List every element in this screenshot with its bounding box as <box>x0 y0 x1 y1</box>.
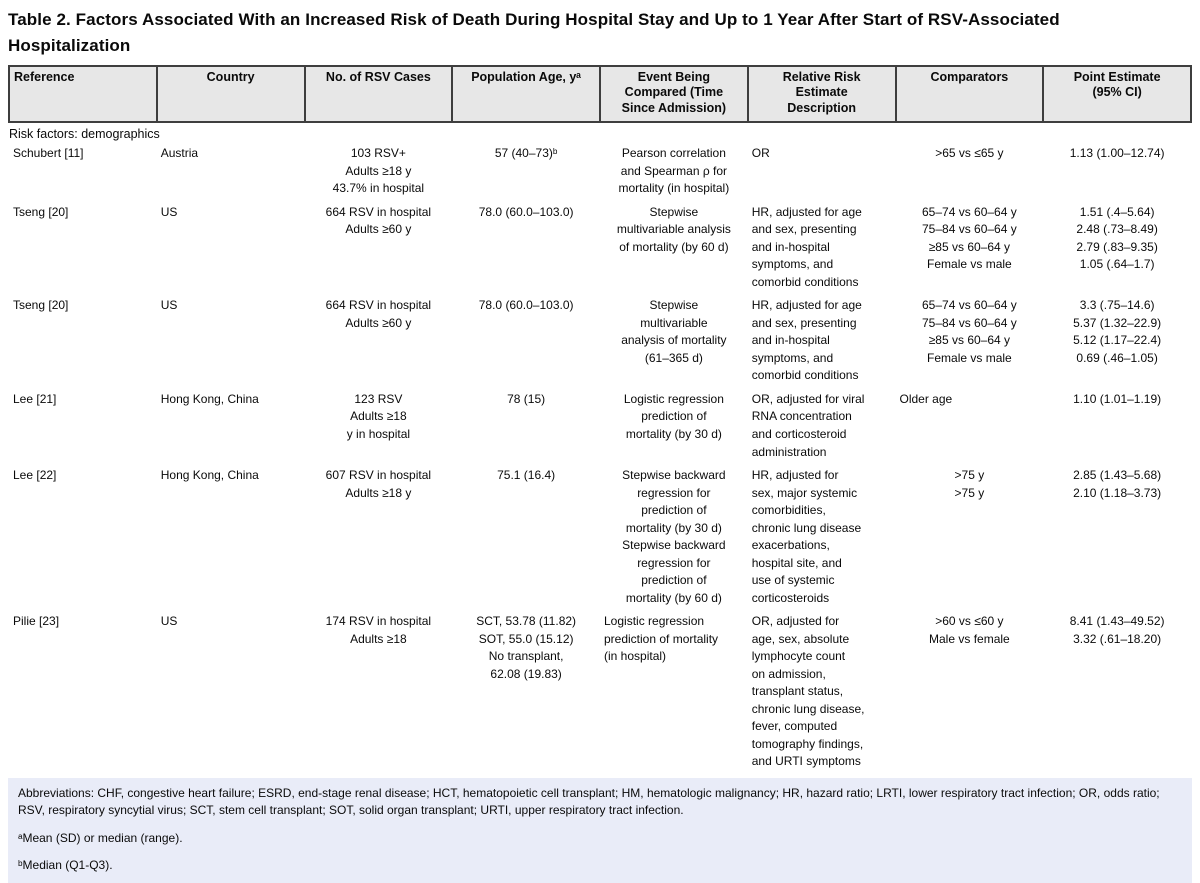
cell-comparators: 65–74 vs 60–64 y 75–84 vs 60–64 y ≥85 vs… <box>922 204 1017 272</box>
col-header-comparators: Comparators <box>894 65 1045 123</box>
cell-comparators: >65 vs ≤65 y <box>935 146 1004 161</box>
cell-estimate-description: HR, adjusted for sex, major systemic com… <box>751 468 862 605</box>
cell-estimate-description: OR <box>751 146 770 161</box>
table-row-lee-22: Lee [22] Hong Kong, China 607 RSV in hos… <box>9 466 1191 612</box>
table-footer: Abbreviations: CHF, congestive heart fai… <box>8 777 1192 883</box>
cell-country: US <box>160 298 178 313</box>
cell-rsv-cases: 174 RSV in hospital Adults ≥18 <box>325 614 432 646</box>
cell-point-estimate: 8.41 (1.43–49.52) 3.32 (.61–18.20) <box>1069 614 1165 646</box>
cell-event-compared: Stepwise multivariable analysis of morta… <box>616 204 731 254</box>
cell-point-estimate: 1.10 (1.01–1.19) <box>1073 391 1162 406</box>
table-row-tseng-20-365d: Tseng [20] US 664 RSV in hospital Adults… <box>9 296 1191 390</box>
cell-comparators: >60 vs ≤60 y Male vs female <box>929 614 1010 646</box>
cell-rsv-cases: 123 RSV Adults ≥18 y in hospital <box>346 391 411 441</box>
cell-rsv-cases: 607 RSV in hospital Adults ≥18 y <box>325 468 432 500</box>
cell-population-age: 78.0 (60.0–103.0) <box>478 204 574 219</box>
cell-event-compared: Logistic regression prediction of mortal… <box>623 391 724 441</box>
section-row: Risk factors: demographics <box>9 122 1191 144</box>
cell-event-compared: Stepwise backward regression for predict… <box>622 468 726 605</box>
cell-population-age: 57 (40–73)ᵇ <box>494 146 558 161</box>
cell-comparators: >75 y >75 y <box>954 468 985 500</box>
cell-point-estimate: 1.51 (.4–5.64) 2.48 (.73–8.49) 2.79 (.83… <box>1076 204 1158 272</box>
table-row-lee-21: Lee [21] Hong Kong, China 123 RSV Adults… <box>9 390 1191 466</box>
cell-country: US <box>160 614 178 629</box>
cell-reference: Tseng [20] <box>13 298 69 313</box>
col-header-event-compared: Event Being Compared (Time Since Admissi… <box>599 65 749 123</box>
col-header-rsv-cases: No. of RSV Cases <box>303 65 454 123</box>
cell-population-age: 78.0 (60.0–103.0) <box>478 298 574 313</box>
footnote-b: ᵇMedian (Q1-Q3). <box>18 857 113 872</box>
col-header-country: Country <box>155 65 306 123</box>
footnote-a: ᵃMean (SD) or median (range). <box>18 830 183 845</box>
section-label: Risk factors: demographics <box>9 127 160 141</box>
cell-country: Austria <box>160 146 199 161</box>
col-header-reference: Reference <box>8 65 158 123</box>
cell-reference: Schubert [11] <box>13 146 84 161</box>
cell-country: Hong Kong, China <box>160 468 259 483</box>
cell-point-estimate: 1.13 (1.00–12.74) <box>1069 146 1165 161</box>
col-header-point-estimate: Point Estimate (95% CI) <box>1042 65 1192 123</box>
col-header-population-age: Population Age, yᵃ <box>451 65 601 123</box>
table-row-tseng-20-60d: Tseng [20] US 664 RSV in hospital Adults… <box>9 203 1191 297</box>
risk-factors-table: Reference Country No. of RSV Cases Popul… <box>8 65 1192 776</box>
cell-rsv-cases: 664 RSV in hospital Adults ≥60 y <box>325 204 432 237</box>
col-header-estimate-description: Relative Risk Estimate Description <box>746 65 897 123</box>
cell-estimate-description: OR, adjusted for viral RNA concentration… <box>751 391 865 459</box>
table-title: Table 2. Factors Associated With an Incr… <box>8 10 1060 55</box>
abbreviations-note: Abbreviations: CHF, congestive heart fai… <box>18 785 1160 818</box>
cell-population-age: 78 (15) <box>507 391 546 406</box>
table-row-pilie-23: Pilie [23] US 174 RSV in hospital Adults… <box>9 612 1191 776</box>
cell-estimate-description: OR, adjusted for age, sex, absolute lymp… <box>751 614 865 769</box>
header-row: Reference Country No. of RSV Cases Popul… <box>8 65 1192 123</box>
cell-point-estimate: 3.3 (.75–14.6) 5.37 (1.32–22.9) 5.12 (1.… <box>1073 298 1162 365</box>
cell-rsv-cases: 664 RSV in hospital Adults ≥60 y <box>325 298 432 330</box>
cell-event-compared: Logistic regression prediction of mortal… <box>604 614 719 664</box>
cell-reference: Lee [22] <box>13 468 57 483</box>
cell-point-estimate: 2.85 (1.43–5.68) 2.10 (1.18–3.73) <box>1073 468 1162 500</box>
cell-population-age: 75.1 (16.4) <box>497 468 556 483</box>
cell-event-compared: Stepwise multivariable analysis of morta… <box>621 298 727 365</box>
cell-estimate-description: HR, adjusted for age and sex, presenting… <box>751 298 862 383</box>
cell-estimate-description: HR, adjusted for age and sex, presenting… <box>751 204 862 289</box>
cell-reference: Tseng [20] <box>13 204 69 219</box>
cell-rsv-cases: 103 RSV+ Adults ≥18 y 43.7% in hospital <box>332 146 425 196</box>
cell-comparators: Older age <box>899 391 953 406</box>
cell-country: Hong Kong, China <box>160 391 259 406</box>
cell-event-compared: Pearson correlation and Spearman ρ for m… <box>618 146 730 196</box>
cell-comparators: 65–74 vs 60–64 y 75–84 vs 60–64 y ≥85 vs… <box>922 298 1017 365</box>
cell-reference: Lee [21] <box>13 391 57 406</box>
cell-country: US <box>160 204 178 219</box>
table-row-schubert-11: Schubert [11] Austria 103 RSV+ Adults ≥1… <box>9 144 1191 203</box>
cell-reference: Pilie [23] <box>13 614 60 629</box>
cell-population-age: SCT, 53.78 (11.82) SOT, 55.0 (15.12) No … <box>476 614 577 681</box>
